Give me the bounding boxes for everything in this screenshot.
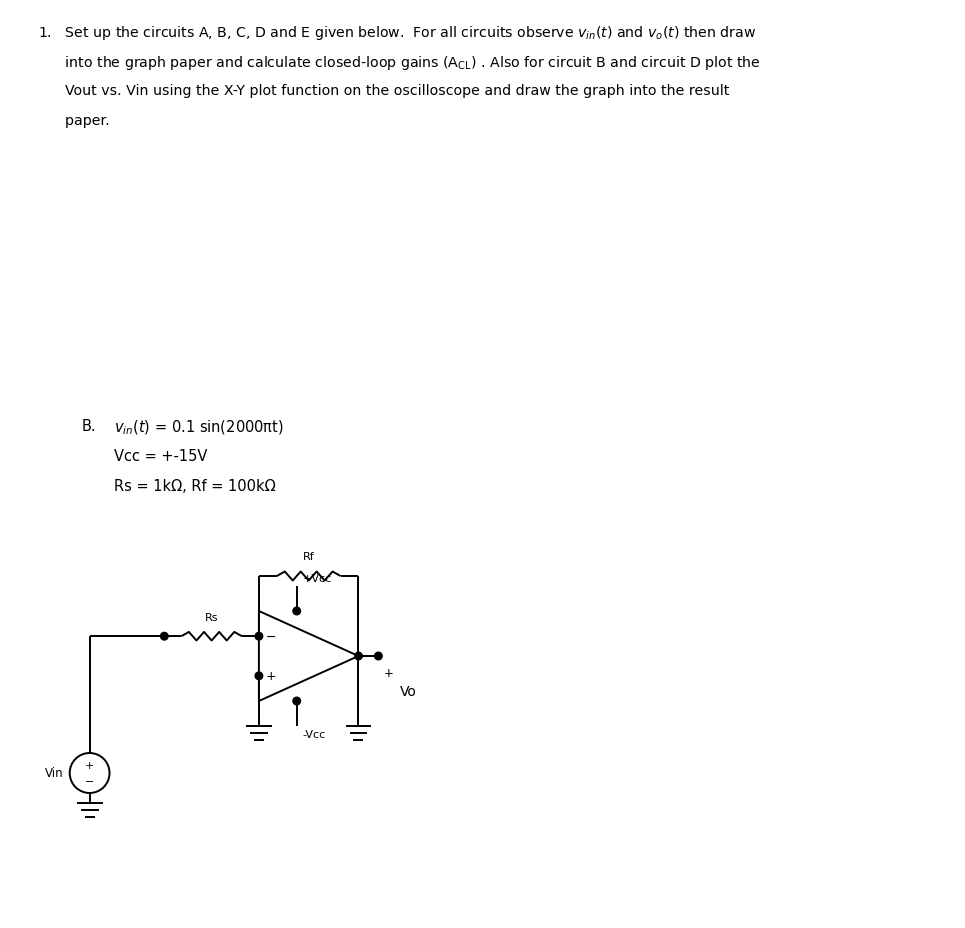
Text: Vin: Vin [45, 767, 64, 780]
Circle shape [255, 633, 262, 640]
Circle shape [160, 633, 168, 640]
Text: Vo: Vo [400, 684, 417, 698]
Text: Vout vs. Vin using the X-Y plot function on the oscilloscope and draw the graph : Vout vs. Vin using the X-Y plot function… [38, 84, 730, 97]
Circle shape [293, 698, 300, 705]
Text: Rf: Rf [303, 552, 315, 561]
Text: Vcc = +-15V: Vcc = +-15V [114, 448, 207, 463]
Text: −: − [85, 777, 95, 787]
Circle shape [374, 652, 382, 660]
Circle shape [293, 608, 300, 615]
Text: +: + [85, 760, 95, 769]
Text: paper.: paper. [38, 114, 109, 128]
Text: −: − [266, 630, 276, 643]
Text: Rs: Rs [205, 612, 218, 623]
Text: into the graph paper and calculate closed-loop gains (A$_{\mathrm{CL}}$) . Also : into the graph paper and calculate close… [38, 54, 760, 72]
Text: -Vcc: -Vcc [303, 729, 326, 740]
Text: B.: B. [82, 419, 96, 433]
Text: +: + [383, 666, 394, 679]
Text: +Vcc: +Vcc [303, 574, 332, 584]
Text: Rs = 1kΩ, Rf = 100kΩ: Rs = 1kΩ, Rf = 100kΩ [114, 479, 275, 494]
Text: 1.   Set up the circuits A, B, C, D and E given below.  For all circuits observe: 1. Set up the circuits A, B, C, D and E … [38, 24, 756, 42]
Text: $v_{in}(t)$ = 0.1 sin(2000πt): $v_{in}(t)$ = 0.1 sin(2000πt) [114, 419, 284, 437]
Circle shape [255, 672, 262, 680]
Circle shape [355, 652, 362, 660]
Text: +: + [266, 670, 277, 683]
